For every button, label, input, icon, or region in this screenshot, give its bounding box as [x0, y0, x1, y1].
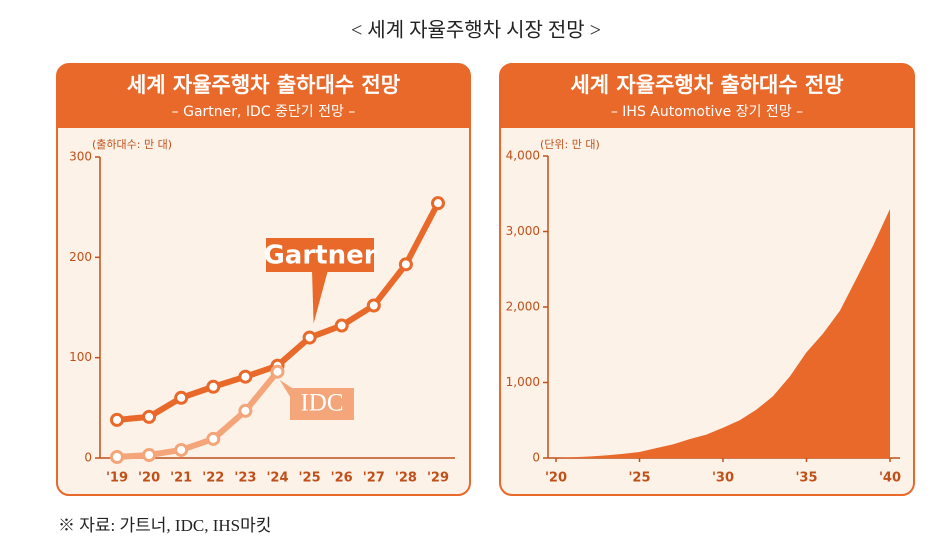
data-point [110, 412, 124, 427]
data-point [302, 330, 317, 345]
x-tick-label: '23 [234, 471, 256, 486]
callout-pointer [312, 270, 328, 324]
area [556, 208, 890, 458]
data-point [238, 403, 253, 418]
unit-label: (단위: 만 대) [540, 138, 600, 151]
y-tick-label: 300 [69, 150, 92, 164]
panel-header [500, 64, 914, 128]
data-point [334, 318, 349, 333]
panel-header [57, 64, 470, 128]
unit-label: (출하대수: 만 대) [92, 137, 172, 151]
x-tick-label: '29 [427, 471, 449, 486]
x-tick-label: '26 [331, 471, 353, 486]
x-tick-label: '19 [106, 471, 128, 486]
x-tick-label: '22 [202, 471, 224, 486]
callout-pointer [279, 379, 292, 400]
y-tick-label: 2,000 [506, 300, 540, 314]
x-tick-label: '35 [795, 471, 817, 486]
panel [56, 63, 471, 496]
legend-label: Gartner [263, 241, 376, 271]
data-point [174, 390, 189, 405]
data-point [142, 447, 157, 462]
x-tick-label: '30 [712, 471, 734, 486]
data-point [431, 196, 445, 211]
y-tick-label: 100 [69, 350, 92, 364]
x-tick-label: '20 [545, 471, 567, 486]
x-tick-label: '21 [170, 471, 192, 486]
data-point [206, 431, 221, 446]
x-tick-label: '27 [363, 471, 385, 486]
data-point [238, 369, 253, 384]
y-tick-label: 0 [84, 451, 92, 465]
x-tick-label: '20 [138, 471, 160, 486]
data-point [366, 298, 381, 313]
data-point [110, 449, 124, 464]
y-tick-label: 1,000 [506, 375, 540, 389]
legend-box [290, 388, 354, 420]
chart-title: 세계 자율주행차 출하대수 전망 [127, 73, 400, 97]
chart-subtitle: – Gartner, IDC 중단기 전망 – [172, 104, 356, 120]
chart-title: 세계 자율주행차 출하대수 전망 [570, 73, 843, 97]
x-tick-label: '28 [395, 471, 417, 486]
data-point [142, 409, 157, 424]
legend-label: IDC [300, 390, 343, 417]
x-tick-label: '25 [299, 471, 321, 486]
y-tick-label: 0 [532, 451, 540, 465]
y-tick-label: 3,000 [506, 224, 540, 238]
data-point [206, 379, 221, 394]
x-tick-label: '25 [628, 471, 650, 486]
legend-box [266, 238, 374, 272]
x-tick-label: '24 [266, 471, 288, 486]
data-point [398, 257, 413, 272]
y-tick-label: 200 [69, 250, 92, 264]
x-tick-label: '40 [879, 471, 901, 486]
y-tick-label: 4,000 [506, 149, 540, 163]
data-point [270, 364, 285, 379]
data-point [174, 442, 189, 457]
page-title: < 세계 자율주행차 시장 전망 > [351, 19, 601, 42]
chart-subtitle: – IHS Automotive 장기 전망 – [611, 104, 803, 120]
source-note: ※ 자료: 가트너, IDC, IHS마킷 [58, 516, 271, 535]
